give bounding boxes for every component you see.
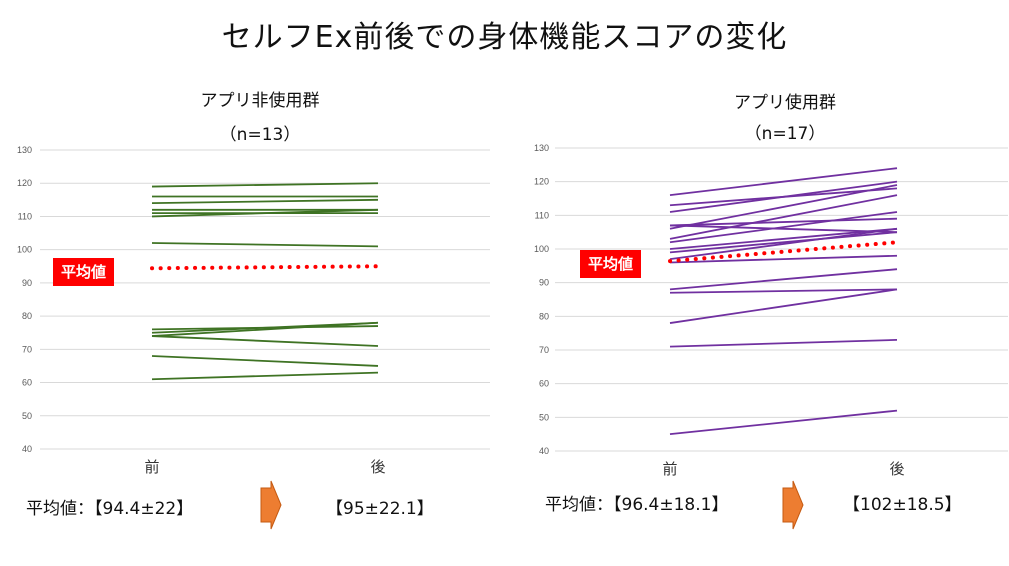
left-mean-line bbox=[150, 264, 380, 271]
right-y-tick-label: 50 bbox=[539, 412, 549, 422]
left-series-line-7 bbox=[151, 242, 379, 248]
right-series-line-17 bbox=[669, 409, 898, 436]
right-y-tick-label: 90 bbox=[539, 278, 549, 288]
left-series-line-3 bbox=[151, 198, 379, 205]
right-average-badge: 平均値 bbox=[580, 250, 642, 278]
left-y-tick-label: 80 bbox=[22, 311, 32, 321]
left-y-tick-label: 50 bbox=[22, 411, 32, 421]
right-series-line-10 bbox=[669, 231, 898, 254]
right-chart: 40 50 60 70 80 90 100 110 120 130 前 後 bbox=[534, 143, 1008, 478]
left-series-line-9 bbox=[151, 321, 379, 337]
right-x-category-label: 前 bbox=[662, 460, 677, 478]
left-chart: 40 50 60 70 80 90 100 110 120 130 前 後 bbox=[17, 145, 490, 476]
right-y-tick-label: 100 bbox=[534, 244, 549, 254]
right-series-line-12 bbox=[669, 254, 898, 264]
left-summary-after: 【95±22.1】 bbox=[326, 499, 434, 519]
right-arrow-icon bbox=[782, 480, 804, 530]
left-series-line-12 bbox=[151, 371, 379, 381]
right-series-line-9 bbox=[669, 227, 898, 250]
right-summary-before: 平均値：【96.4±18.1】 bbox=[545, 495, 729, 515]
left-series-line-1 bbox=[151, 182, 379, 188]
left-chart-subtitle: （n=13） bbox=[219, 125, 301, 145]
right-y-tick-label: 40 bbox=[539, 446, 549, 456]
right-y-tick-label: 60 bbox=[539, 379, 549, 389]
right-series-line-14 bbox=[669, 288, 898, 294]
right-series-line-8 bbox=[669, 211, 898, 244]
left-y-tick-label: 120 bbox=[17, 178, 32, 188]
left-y-tick-label: 40 bbox=[22, 444, 32, 454]
left-y-tick-label: 60 bbox=[22, 378, 32, 388]
left-series-line-11 bbox=[151, 355, 379, 367]
left-y-tick-label: 70 bbox=[22, 344, 32, 354]
page-title: セルフEx前後での身体機能スコアの変化 bbox=[221, 20, 788, 55]
left-y-tick-label: 90 bbox=[22, 278, 32, 288]
left-y-tick-label: 130 bbox=[17, 145, 32, 155]
right-series-line-11 bbox=[669, 227, 898, 260]
left-summary-before: 平均値：【94.4±22】 bbox=[26, 499, 194, 519]
right-summary-after: 【102±18.5】 bbox=[843, 495, 962, 515]
right-series-line-3 bbox=[669, 180, 898, 213]
right-series-line-6 bbox=[669, 224, 898, 234]
right-y-tick-label: 70 bbox=[539, 345, 549, 355]
left-series-line-10 bbox=[151, 335, 379, 347]
right-y-tick-label: 80 bbox=[539, 311, 549, 321]
right-y-tick-label: 130 bbox=[534, 143, 549, 153]
right-series-line-4 bbox=[669, 217, 898, 227]
left-chart-title: アプリ非使用群 bbox=[200, 91, 320, 111]
right-series-line-7 bbox=[669, 194, 898, 240]
right-series-line-15 bbox=[669, 288, 898, 324]
right-series-line-5 bbox=[669, 184, 898, 230]
right-mean-line bbox=[668, 240, 899, 264]
left-y-tick-label: 100 bbox=[17, 245, 32, 255]
right-series-line-1 bbox=[669, 167, 898, 197]
left-x-category-label: 後 bbox=[370, 458, 385, 476]
right-series-line-13 bbox=[669, 268, 898, 291]
left-x-category-label: 前 bbox=[144, 458, 159, 476]
left-series-line-6 bbox=[151, 208, 379, 218]
right-x-category-label: 後 bbox=[889, 460, 904, 478]
right-chart-subtitle: （n=17） bbox=[744, 124, 826, 144]
left-y-tick-label: 110 bbox=[18, 211, 32, 221]
right-chart-title: アプリ使用群 bbox=[734, 93, 836, 113]
right-y-tick-label: 120 bbox=[534, 177, 549, 187]
left-series-line-13 bbox=[151, 325, 379, 331]
right-y-tick-label: 110 bbox=[535, 210, 549, 220]
right-series-line-16 bbox=[669, 339, 898, 348]
left-average-badge: 平均値 bbox=[53, 258, 115, 286]
left-arrow-icon bbox=[260, 480, 282, 530]
